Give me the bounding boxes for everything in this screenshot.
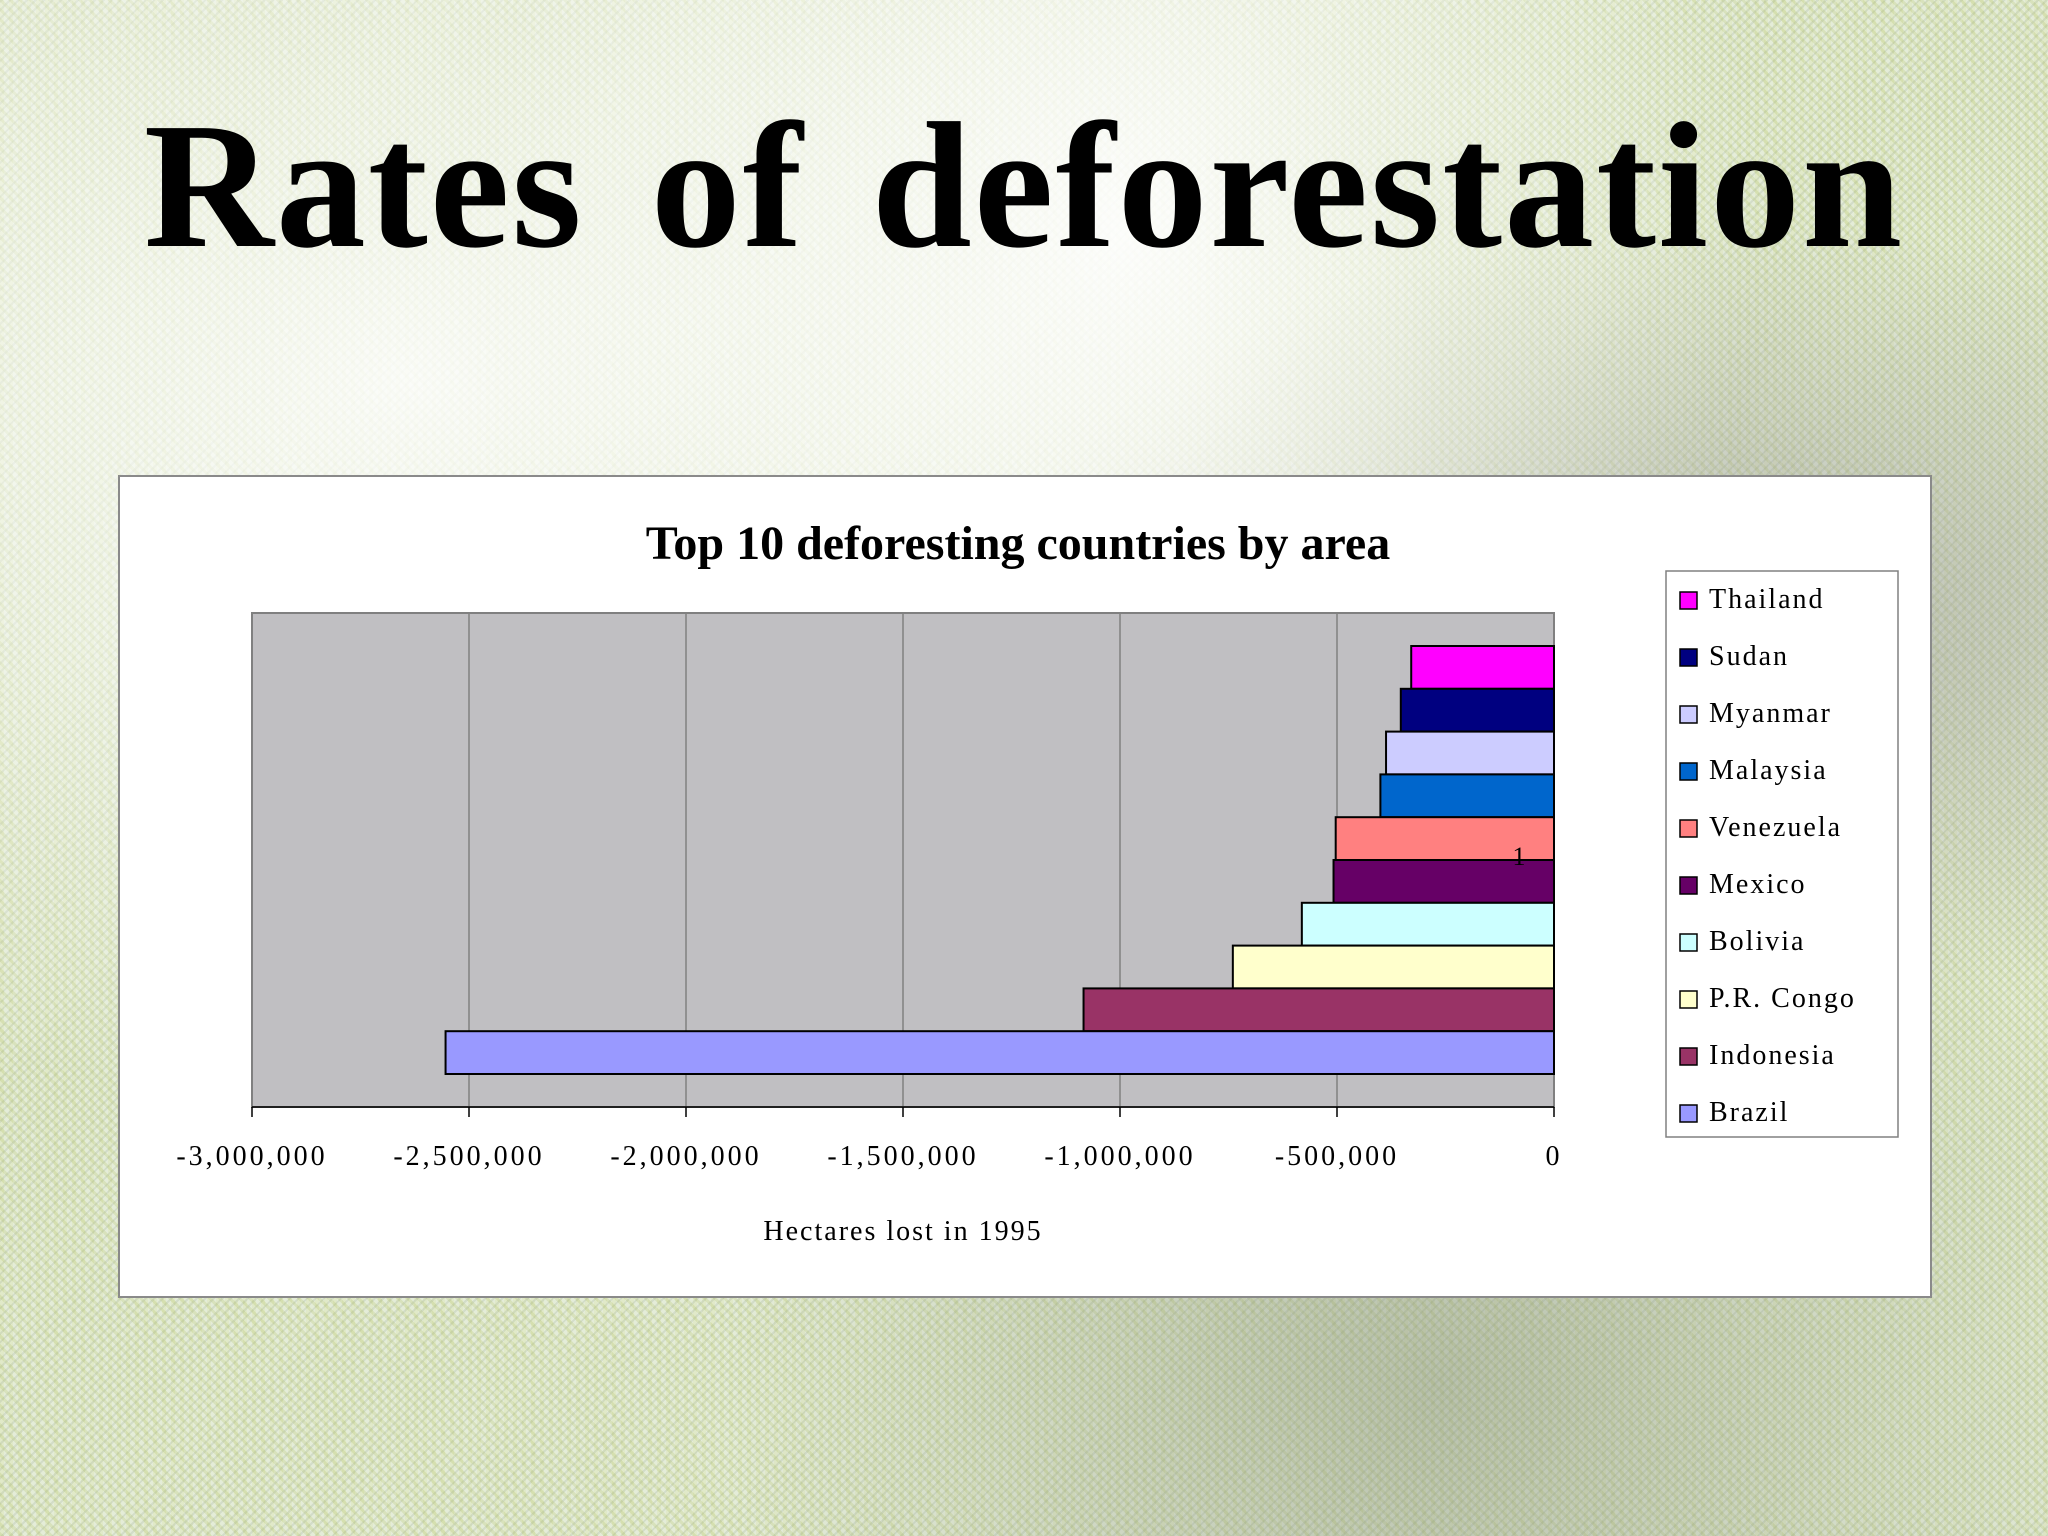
x-tick-label: -3,000,000 (176, 1141, 327, 1172)
bar-myanmar (1385, 730, 1555, 776)
bar-p-r-congo (1231, 944, 1555, 990)
legend-label: Brazil (1709, 1097, 1789, 1128)
x-axis: -3,000,000 -2,500,000 -2,000,000 -1,500,000… (176, 1106, 1563, 1172)
slide-title: Rates of deforestation (143, 86, 1905, 285)
x-tick-label: -2,000,000 (610, 1141, 761, 1172)
legend-swatch (1679, 990, 1698, 1009)
bar-venezuela (1334, 816, 1555, 862)
bar-bolivia (1300, 901, 1555, 947)
legend-label: Myanmar (1709, 698, 1832, 729)
legend-swatch (1679, 933, 1698, 952)
legend-swatch (1679, 1047, 1698, 1066)
x-tick-label: -1,500,000 (827, 1141, 978, 1172)
legend-swatch (1679, 819, 1698, 838)
legend-swatch (1679, 1104, 1698, 1123)
legend-label: Sudan (1709, 641, 1789, 672)
legend-label: P.R. Congo (1709, 983, 1856, 1014)
legend-label: Indonesia (1709, 1040, 1836, 1071)
bar-mexico (1332, 859, 1555, 904)
legend-label: Mexico (1709, 869, 1807, 900)
bar-malaysia (1379, 773, 1556, 819)
chart-panel: Top 10 deforesting countries by area -3,… (118, 475, 1932, 1298)
bar-indonesia (1082, 987, 1555, 1033)
legend (1665, 570, 1899, 1138)
legend-swatch (1679, 762, 1698, 781)
chart-title: Top 10 deforesting countries by area (646, 517, 1390, 570)
legend-label: Venezuela (1709, 812, 1842, 843)
legend-swatch (1679, 876, 1698, 895)
bars (444, 645, 1556, 1076)
x-tick-label: -500,000 (1275, 1141, 1399, 1172)
bar-brazil (444, 1030, 1556, 1076)
legend-swatch (1679, 705, 1698, 724)
bar-thailand (1410, 645, 1555, 690)
bar-sudan (1399, 687, 1555, 733)
x-tick-label: -2,500,000 (393, 1141, 544, 1172)
x-tick-label: -1,000,000 (1044, 1141, 1195, 1172)
legend-swatch (1679, 591, 1698, 610)
legend-label: Malaysia (1709, 755, 1828, 786)
legend-swatch (1679, 648, 1698, 667)
legend-label: Bolivia (1709, 926, 1805, 957)
legend-items: Thailand Sudan Myanmar Malaysia Venezuela Mex… (1679, 584, 1856, 1128)
x-tick-label: 0 (1546, 1141, 1563, 1172)
x-axis-title: Hectares lost in 1995 (763, 1216, 1042, 1247)
legend-label: Thailand (1709, 584, 1825, 615)
category-label: 1 (1513, 842, 1526, 871)
chart: Top 10 deforesting countries by area -3,… (176, 517, 1899, 1247)
